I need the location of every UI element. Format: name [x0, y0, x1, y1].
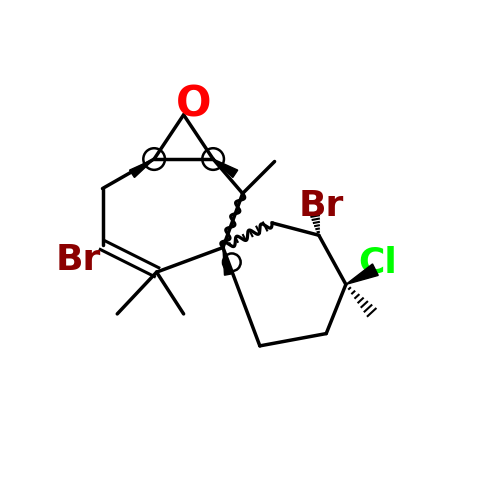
- Polygon shape: [213, 159, 238, 178]
- Text: Br: Br: [298, 188, 344, 222]
- Text: O: O: [176, 84, 211, 126]
- Text: Cl: Cl: [358, 246, 397, 280]
- Polygon shape: [346, 264, 378, 284]
- Polygon shape: [130, 159, 154, 178]
- Text: Br: Br: [55, 243, 100, 277]
- Polygon shape: [223, 248, 232, 275]
